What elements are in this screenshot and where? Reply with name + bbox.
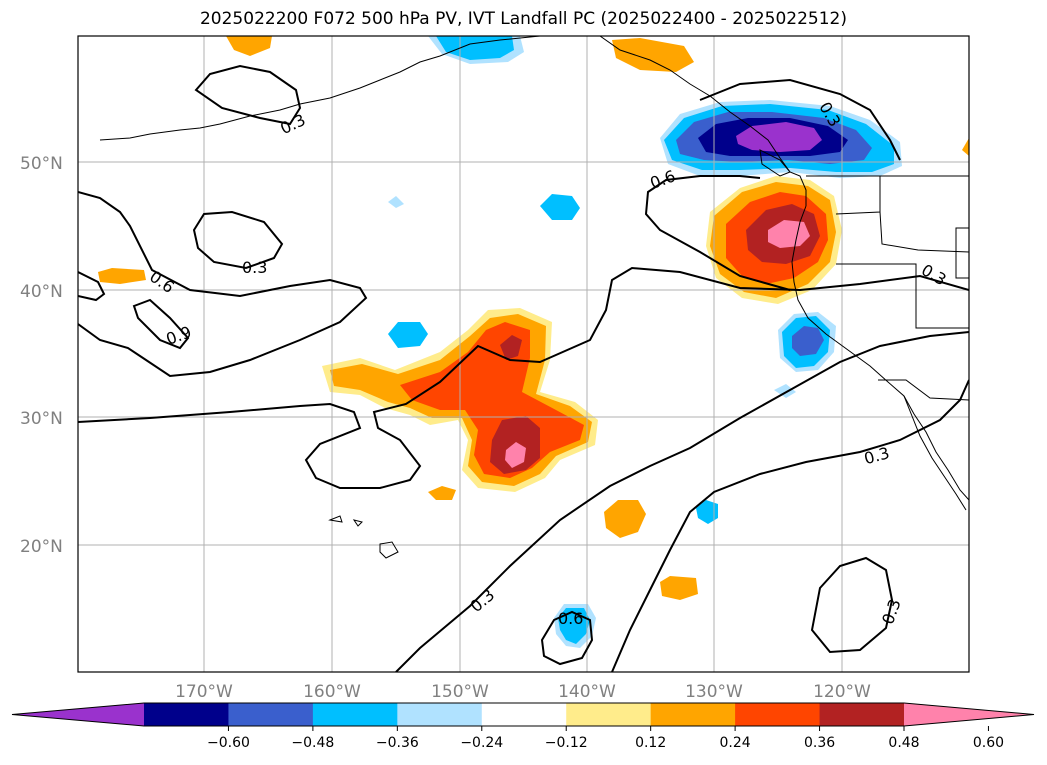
colorbar-segment — [735, 703, 821, 726]
colorbar-extend-max — [904, 703, 1034, 726]
colorbar-tick-label: −0.12 — [545, 735, 588, 751]
colorbar-extend-min — [12, 703, 144, 726]
negative-anomaly-small-central — [388, 322, 428, 348]
negative-anomaly-tiny — [388, 196, 404, 208]
colorbar: −0.60 −0.48 −0.36 −0.24 −0.12 0.12 0.24 0.36 0.4… — [11, 702, 1035, 751]
contour-0.9 — [132, 298, 190, 350]
positive-anomaly-central-pacific-048 — [490, 335, 540, 474]
contour-label: 0.6 — [558, 609, 583, 628]
colorbar-segment — [650, 703, 736, 726]
coastlines — [99, 36, 969, 559]
contour-0.3-west — [192, 210, 284, 270]
positive-anomaly-pacific-northwest-060 — [768, 220, 810, 248]
pv-contours — [78, 64, 969, 672]
contour-0.3-south-2 — [611, 379, 969, 672]
longitude-labels: 170°W 160°W 150°W 140°W 130°W 120°W — [175, 682, 871, 702]
contour-0.3-long — [78, 266, 969, 489]
colorbar-tick-label: −0.36 — [376, 735, 419, 751]
lon-label: 130°W — [685, 682, 743, 702]
lon-label: 140°W — [558, 682, 616, 702]
negative-anomaly-british-columbia-060 — [736, 122, 822, 152]
contour-0.3-north — [194, 64, 302, 126]
contour-0.6-nw — [644, 175, 791, 291]
lat-label: 30°N — [20, 409, 63, 429]
lon-label: 120°W — [813, 682, 871, 702]
positive-anomaly-small-2 — [660, 576, 698, 600]
positive-anomaly-west — [98, 268, 146, 284]
colorbar-tick-label: 0.24 — [720, 735, 751, 751]
lat-label: 40°N — [20, 282, 63, 302]
contour-0.6-west-2 — [78, 271, 106, 302]
lon-label: 150°W — [431, 682, 489, 702]
positive-anomaly-small-3 — [428, 486, 456, 500]
colorbar-tick-label: 0.60 — [973, 735, 1004, 751]
colorbar-segment — [819, 703, 905, 726]
lat-label: 50°N — [20, 154, 63, 174]
colorbar-tick-label: −0.60 — [207, 735, 250, 751]
colorbar-segment — [144, 703, 229, 726]
colorbar-tick-label: 0.48 — [888, 735, 919, 751]
colorbar-segment — [481, 703, 567, 726]
colorbar-tick-label: 0.36 — [804, 735, 835, 751]
contour-label: 0.3 — [242, 258, 267, 277]
positive-anomaly-right-edge — [962, 138, 969, 156]
colorbar-tick-label: −0.24 — [460, 735, 503, 751]
colorbar-tick-label: 0.12 — [635, 735, 666, 751]
lon-label: 170°W — [175, 682, 233, 702]
map-frame — [77, 35, 970, 673]
positive-anomaly-top-left — [226, 36, 272, 56]
contour-0.3-south — [395, 331, 969, 672]
colorbar-segment — [566, 703, 652, 726]
gridlines — [78, 36, 969, 672]
negative-anomaly-off-california-036 — [792, 326, 824, 356]
contour-0.3-gulf — [699, 78, 901, 161]
colorbar-segment — [312, 703, 398, 726]
colorbar-tick-label: −0.48 — [291, 735, 334, 751]
colorbar-segment — [228, 703, 314, 726]
map-title: 2025022200 F072 500 hPa PV, IVT Landfall… — [199, 9, 847, 29]
latitude-labels: 50°N 40°N 30°N 20°N — [20, 154, 63, 557]
colorbar-segment — [397, 703, 483, 726]
contour-0.3-se — [810, 556, 894, 654]
contour-0.6-south — [540, 610, 594, 666]
positive-anomaly-alaska-coast — [612, 38, 694, 72]
lat-label: 20°N — [20, 537, 63, 557]
contour-0.6-west — [78, 191, 368, 378]
negative-anomaly-top-024 — [436, 36, 514, 60]
negative-anomaly-small-east — [696, 500, 718, 524]
colorbar-outline — [11, 702, 1035, 727]
positive-anomaly-small-1 — [604, 500, 646, 538]
lon-label: 160°W — [303, 682, 361, 702]
negative-anomaly-small-north — [540, 194, 580, 220]
positive-anomaly-central-pacific-060 — [505, 442, 526, 468]
negative-anomaly-tiny-2 — [774, 384, 796, 398]
